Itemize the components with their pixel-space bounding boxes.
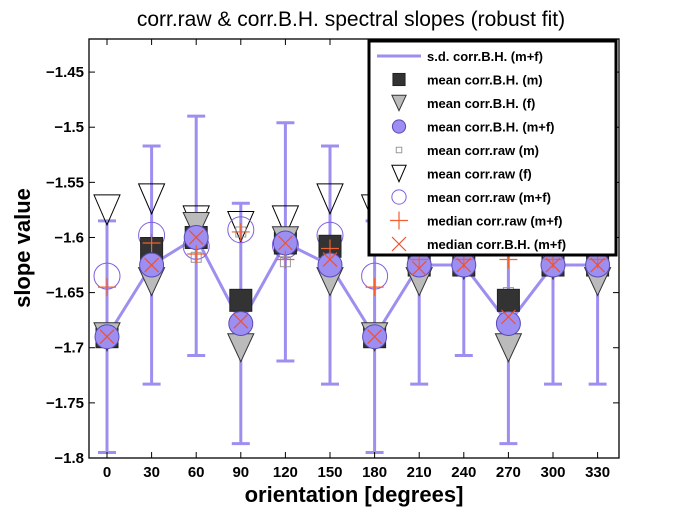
legend-swatch xyxy=(395,146,403,154)
legend-item: mean corr.raw (f) xyxy=(391,164,532,184)
point-tri-open xyxy=(93,194,121,227)
x-tick-label: 30 xyxy=(143,464,160,481)
plot-area-frame xyxy=(88,38,620,459)
point-plus xyxy=(365,278,384,297)
point-cross xyxy=(500,309,516,325)
point-cross xyxy=(188,230,204,245)
point-cross xyxy=(233,313,249,329)
legend-swatch xyxy=(391,189,407,205)
legend-label: median corr.raw (m+f) xyxy=(427,214,562,229)
legend-box xyxy=(367,39,618,257)
point-circle-open xyxy=(227,216,255,244)
point-tri-gray xyxy=(227,333,255,363)
x-tick-label: 270 xyxy=(496,464,521,481)
legend-label: s.d. corr.B.H. (m+f) xyxy=(427,49,543,64)
point-plus xyxy=(276,250,295,269)
legend-swatch xyxy=(391,94,407,112)
legend-label: mean corr.B.H. (f) xyxy=(427,96,535,111)
point-circle-filled xyxy=(495,310,521,336)
legend-label: mean corr.raw (m) xyxy=(427,143,539,158)
y-tick-label: −1.75 xyxy=(46,395,84,412)
point-cross xyxy=(99,329,115,345)
legend-label: median corr.B.H. (m+f) xyxy=(427,237,566,252)
x-tick-label: 120 xyxy=(273,464,298,481)
x-tick-label: 90 xyxy=(232,464,249,481)
point-cross xyxy=(322,252,338,267)
point-square-filled xyxy=(496,288,520,312)
point-cross xyxy=(545,257,561,273)
y-tick-label: −1.45 xyxy=(46,64,84,81)
point-tri-gray xyxy=(494,333,523,363)
y-tick-label: −1.65 xyxy=(46,285,84,302)
legend-label: mean corr.B.H. (m) xyxy=(427,73,543,88)
x-tick-label: 0 xyxy=(103,464,111,481)
y-tick-label: −1.6 xyxy=(54,229,84,246)
legend-label: mean corr.raw (m+f) xyxy=(427,190,551,205)
point-cross xyxy=(590,257,606,273)
point-square-filled xyxy=(229,288,253,312)
point-circle-filled xyxy=(228,310,254,336)
legend-item: mean corr.B.H. (f) xyxy=(391,94,535,112)
y-tick-label: −1.55 xyxy=(46,174,84,191)
x-tick-label: 150 xyxy=(317,464,342,481)
point-cross xyxy=(277,235,293,251)
legend-swatch xyxy=(390,211,408,230)
x-tick-label: 210 xyxy=(407,464,432,481)
point-plus xyxy=(187,245,206,264)
y-tick-label: −1.5 xyxy=(54,119,84,136)
point-plus xyxy=(231,222,250,241)
chart-title: corr.raw & corr.B.H. spectral slopes (ro… xyxy=(137,8,565,31)
point-cross xyxy=(367,329,383,345)
legend-swatch xyxy=(391,236,407,252)
point-tri-open xyxy=(227,210,255,243)
legend-swatch xyxy=(391,164,407,184)
legend-swatch xyxy=(391,119,407,134)
legend-item: mean corr.B.H. (m+f) xyxy=(391,119,555,135)
point-tri-open xyxy=(137,183,166,216)
y-tick-label: −1.8 xyxy=(54,450,84,467)
x-tick-label: 180 xyxy=(362,464,387,481)
x-tick-label: 330 xyxy=(585,464,610,481)
legend-item: mean corr.raw (m) xyxy=(395,143,539,158)
point-cross xyxy=(411,260,427,276)
legend-swatch xyxy=(392,72,406,87)
y-axis-label: slope value xyxy=(10,188,35,308)
legend: s.d. corr.B.H. (m+f) mean corr.B.H. (m) me… xyxy=(367,39,618,257)
legend-label: mean corr.B.H. (m+f) xyxy=(427,120,555,135)
point-cross xyxy=(144,257,160,273)
point-tri-open xyxy=(316,183,344,216)
x-axis-label: orientation [degrees] xyxy=(245,482,464,507)
point-plus xyxy=(98,278,116,297)
legend-item: s.d. corr.B.H. (m+f) xyxy=(377,49,543,64)
point-cross xyxy=(456,257,472,273)
point-tri-open xyxy=(271,205,300,238)
legend-label: mean corr.raw (f) xyxy=(427,167,532,182)
legend-item: median corr.B.H. (m+f) xyxy=(391,236,566,252)
x-tick-label: 300 xyxy=(540,464,565,481)
legend-item: mean corr.B.H. (m) xyxy=(392,72,543,88)
y-tick-label: −1.7 xyxy=(54,340,84,357)
x-tick-label: 60 xyxy=(188,464,205,481)
point-plus xyxy=(142,233,161,252)
x-tick-label: 240 xyxy=(451,464,476,481)
legend-item: mean corr.raw (m+f) xyxy=(391,189,551,205)
point-plus xyxy=(321,239,339,258)
legend-item: median corr.raw (m+f) xyxy=(390,211,562,230)
